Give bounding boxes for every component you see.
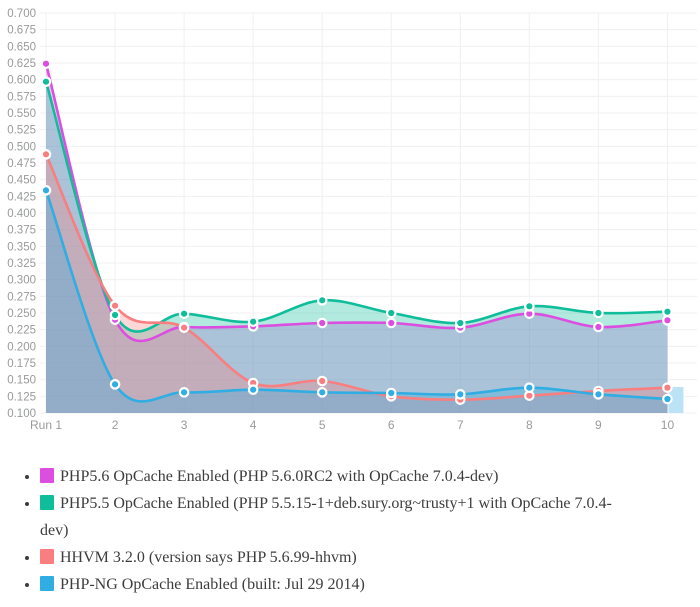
- area-php55-opcache: [46, 81, 668, 414]
- point-php56-opcache-run-5[interactable]: [316, 317, 328, 329]
- legend-swatch-php56: [40, 468, 54, 483]
- point-php56-opcache-run-9[interactable]: [593, 321, 604, 333]
- point-hhvm-320-run-5[interactable]: [316, 375, 328, 387]
- y-axis-tick-label: 0.300: [7, 275, 36, 287]
- y-axis-tick-label: 0.675: [7, 25, 36, 37]
- y-axis-tick-label: 0.150: [7, 375, 36, 387]
- legend-item-php55: PHP5.5 OpCache Enabled (PHP 5.5.15-1+deb…: [40, 490, 640, 544]
- point-php55-opcache-run-4[interactable]: [247, 316, 259, 327]
- legend-swatch-hhvm: [40, 549, 54, 564]
- point-php-ng-run-5[interactable]: [316, 387, 328, 398]
- y-axis-tick-label: 0.375: [7, 225, 36, 237]
- point-php55-opcache-run-6[interactable]: [385, 307, 397, 319]
- x-axis-tick-label: 8: [526, 418, 533, 432]
- x-axis-tick-label: 5: [319, 418, 326, 432]
- y-axis-tick-label: 0.600: [7, 75, 36, 87]
- legend-item-php-ng: PHP-NG OpCache Enabled (built: Jul 29 20…: [40, 571, 640, 598]
- x-axis-tick-label: 6: [388, 418, 395, 432]
- point-php56-opcache-run-6[interactable]: [385, 317, 397, 329]
- area-php-ng: [46, 190, 668, 413]
- y-axis-tick-label: 0.200: [7, 341, 36, 353]
- y-axis-tick-label: 0.550: [7, 108, 36, 120]
- y-axis-tick-label: 0.175: [7, 358, 36, 370]
- y-axis-tick-label: 0.400: [7, 208, 36, 220]
- line-php56-opcache: [44, 62, 669, 343]
- point-php-ng-run-8[interactable]: [524, 382, 535, 393]
- legend-swatch-php55: [40, 495, 54, 510]
- chart-legend: PHP5.6 OpCache Enabled (PHP 5.6.0RC2 wit…: [0, 463, 700, 598]
- point-php55-opcache-run-3[interactable]: [178, 308, 190, 319]
- y-axis-tick-label: 0.475: [7, 158, 36, 170]
- legend-item-hhvm: HHVM 3.2.0 (version says PHP 5.6.99-hhvm…: [40, 544, 640, 571]
- point-php-ng-run-7[interactable]: [454, 389, 466, 400]
- y-axis-tick-label: 0.350: [7, 241, 36, 253]
- point-php55-opcache-run-10[interactable]: [662, 306, 673, 317]
- legend-label-php55: PHP5.5 OpCache Enabled (PHP 5.5.15-1+deb…: [40, 495, 612, 539]
- line-php55-opcache: [44, 80, 669, 333]
- y-axis-tick-label: 0.700: [7, 8, 36, 20]
- point-php-ng-run-1[interactable]: [40, 185, 52, 196]
- y-axis-tick-label: 0.575: [7, 91, 36, 103]
- x-axis-tick-label: Run 1: [30, 418, 62, 432]
- y-axis-tick-label: 0.275: [7, 291, 36, 303]
- area-hhvm-320: [46, 154, 668, 414]
- active-point-highlight: [668, 387, 684, 413]
- benchmark-chart: 0.700 0.675 0.650 0.625 0.600 0.575 0.550 0.525…: [0, 0, 700, 447]
- y-axis-tick-label: 0.625: [7, 58, 36, 70]
- y-axis-tick-label: 0.125: [7, 391, 36, 403]
- y-axis-tick-label: 0.225: [7, 325, 36, 337]
- point-hhvm-320-run-2[interactable]: [109, 300, 121, 311]
- legend-label-php-ng: PHP-NG OpCache Enabled (built: Jul 29 20…: [60, 576, 365, 593]
- point-hhvm-320-run-3[interactable]: [178, 322, 190, 333]
- point-php55-opcache-run-7[interactable]: [454, 317, 466, 329]
- point-hhvm-320-run-1[interactable]: [40, 149, 52, 160]
- y-axis-tick-label: 0.500: [7, 141, 36, 153]
- chart-plot-area[interactable]: 0.700 0.675 0.650 0.625 0.600 0.575 0.550 0.525…: [0, 0, 700, 447]
- y-axis-tick-label: 0.250: [7, 308, 36, 320]
- point-php55-opcache-run-9[interactable]: [593, 307, 604, 319]
- x-axis-tick-label: 10: [661, 418, 675, 432]
- point-php-ng-run-9[interactable]: [593, 389, 604, 400]
- point-php-ng-run-10[interactable]: [662, 393, 673, 405]
- x-axis-tick-label: 2: [112, 418, 119, 432]
- x-axis-tick-label: 9: [595, 418, 602, 432]
- legend-item-php56: PHP5.6 OpCache Enabled (PHP 5.6.0RC2 wit…: [40, 463, 640, 490]
- y-axis-tick-label: 0.325: [7, 258, 36, 270]
- line-hhvm-320: [44, 153, 669, 401]
- legend-label-hhvm: HHVM 3.2.0 (version says PHP 5.6.99-hhvm…: [60, 549, 357, 566]
- point-php55-opcache-run-5[interactable]: [316, 295, 328, 306]
- point-php56-opcache-run-10[interactable]: [662, 315, 673, 326]
- point-php-ng-run-4[interactable]: [247, 384, 259, 395]
- x-axis-tick-label: 4: [250, 418, 257, 432]
- point-php55-opcache-run-2[interactable]: [109, 309, 121, 321]
- point-php-ng-run-2[interactable]: [109, 379, 121, 390]
- y-axis-tick-label: 0.650: [7, 41, 36, 53]
- legend-label-php56: PHP5.6 OpCache Enabled (PHP 5.6.0RC2 wit…: [60, 468, 499, 485]
- point-php-ng-run-3[interactable]: [178, 387, 190, 398]
- point-php-ng-run-6[interactable]: [385, 387, 397, 399]
- point-php55-opcache-run-1[interactable]: [40, 76, 52, 87]
- y-axis-tick-label: 0.425: [7, 191, 36, 203]
- y-axis-tick-label: 0.450: [7, 175, 36, 187]
- point-hhvm-320-run-10[interactable]: [662, 382, 673, 393]
- y-axis-tick-label: 0.525: [7, 125, 36, 137]
- x-axis-tick-label: 3: [181, 418, 188, 432]
- y-axis-tick-label: 0.100: [7, 408, 36, 420]
- point-php55-opcache-run-8[interactable]: [524, 301, 535, 312]
- legend-swatch-php-ng: [40, 576, 54, 591]
- point-php56-opcache-run-1[interactable]: [40, 58, 52, 69]
- x-axis-tick-label: 7: [457, 418, 464, 432]
- area-php56-opcache: [46, 63, 668, 414]
